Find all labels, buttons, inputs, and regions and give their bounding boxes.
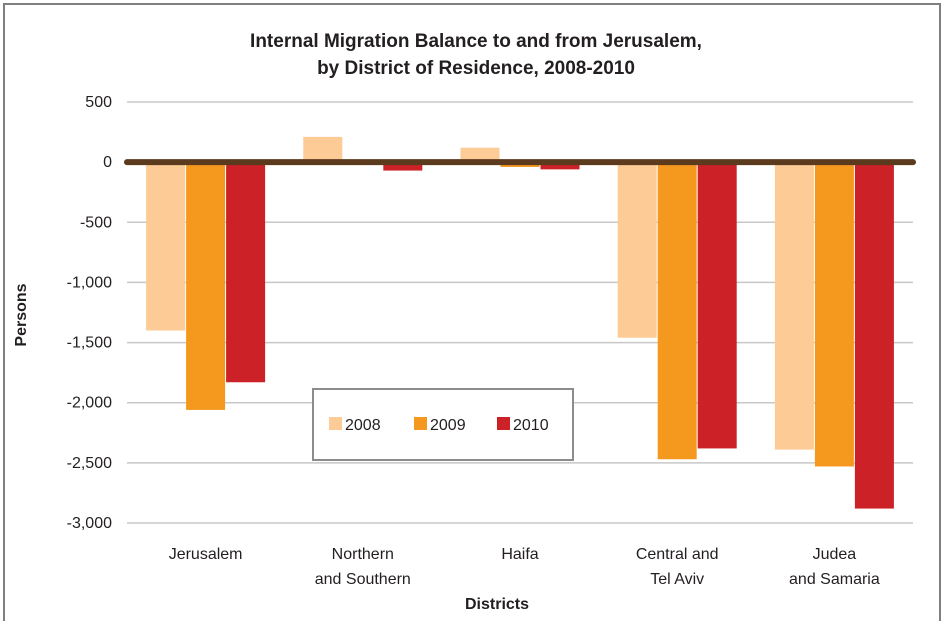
x-tick-label: and Samaria	[789, 571, 880, 588]
legend-swatch-2008	[329, 417, 342, 430]
x-axis-tick-labels: Jerusalem Northern and Southern Haifa Centra…	[169, 546, 880, 588]
y-axis-label: Persons	[13, 283, 30, 346]
y-tick-label: 500	[85, 94, 112, 111]
x-tick-label: Tel Aviv	[650, 571, 704, 588]
bar-2010	[226, 162, 266, 383]
y-tick-label: -500	[80, 214, 112, 231]
bars	[146, 136, 894, 509]
bar-2010	[854, 162, 894, 509]
y-tick-label: -1,000	[67, 274, 112, 291]
bar-2008	[460, 147, 500, 163]
y-tick-label: -1,500	[67, 335, 112, 352]
x-tick-label: Northern	[332, 546, 394, 563]
x-tick-label: and Southern	[315, 571, 411, 588]
legend-box	[312, 388, 574, 461]
legend-label-2009: 2009	[430, 417, 466, 434]
bar-2008	[146, 162, 186, 331]
y-tick-label: -2,000	[67, 395, 112, 412]
x-tick-label: Jerusalem	[169, 546, 243, 563]
bar-2008	[617, 162, 657, 338]
legend-swatch-2009	[414, 417, 427, 430]
bar-2010	[697, 162, 737, 449]
chart-title-line-2: by District of Residence, 2008-2010	[317, 58, 635, 79]
chart-title-line-1: Internal Migration Balance to and from J…	[250, 31, 702, 52]
legend-label-2008: 2008	[345, 417, 381, 434]
bar-2008	[303, 136, 343, 163]
legend-items: 2008 2009 2010	[329, 417, 549, 434]
y-tick-label: 0	[103, 154, 112, 171]
bar-2010	[383, 162, 423, 171]
bar-2009	[657, 162, 697, 460]
x-tick-label: Judea	[813, 546, 857, 563]
legend: 2008 2009 2010	[312, 388, 574, 461]
legend-label-2010: 2010	[513, 417, 549, 434]
bar-2009	[814, 162, 854, 467]
legend-swatch-2010	[497, 417, 510, 430]
bar-2010	[540, 162, 580, 170]
y-tick-label: -3,000	[67, 515, 112, 532]
bar-2008	[774, 162, 814, 450]
y-axis-tick-labels: 500 0 -500 -1,000 -1,500 -2,000 -2,500 -3,000	[67, 94, 112, 532]
x-tick-label: Haifa	[501, 546, 538, 563]
x-axis-label: Districts	[465, 596, 529, 613]
bar-2009	[186, 162, 226, 410]
y-tick-label: -2,500	[67, 455, 112, 472]
x-tick-label: Central and	[636, 546, 719, 563]
